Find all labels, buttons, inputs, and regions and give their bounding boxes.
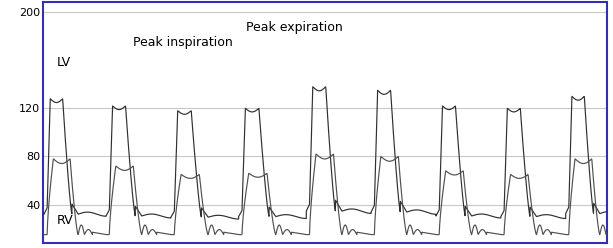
Text: LV: LV — [57, 56, 71, 69]
Text: RV: RV — [57, 214, 74, 227]
Text: Peak inspiration: Peak inspiration — [133, 36, 233, 49]
Text: Peak expiration: Peak expiration — [246, 21, 343, 34]
